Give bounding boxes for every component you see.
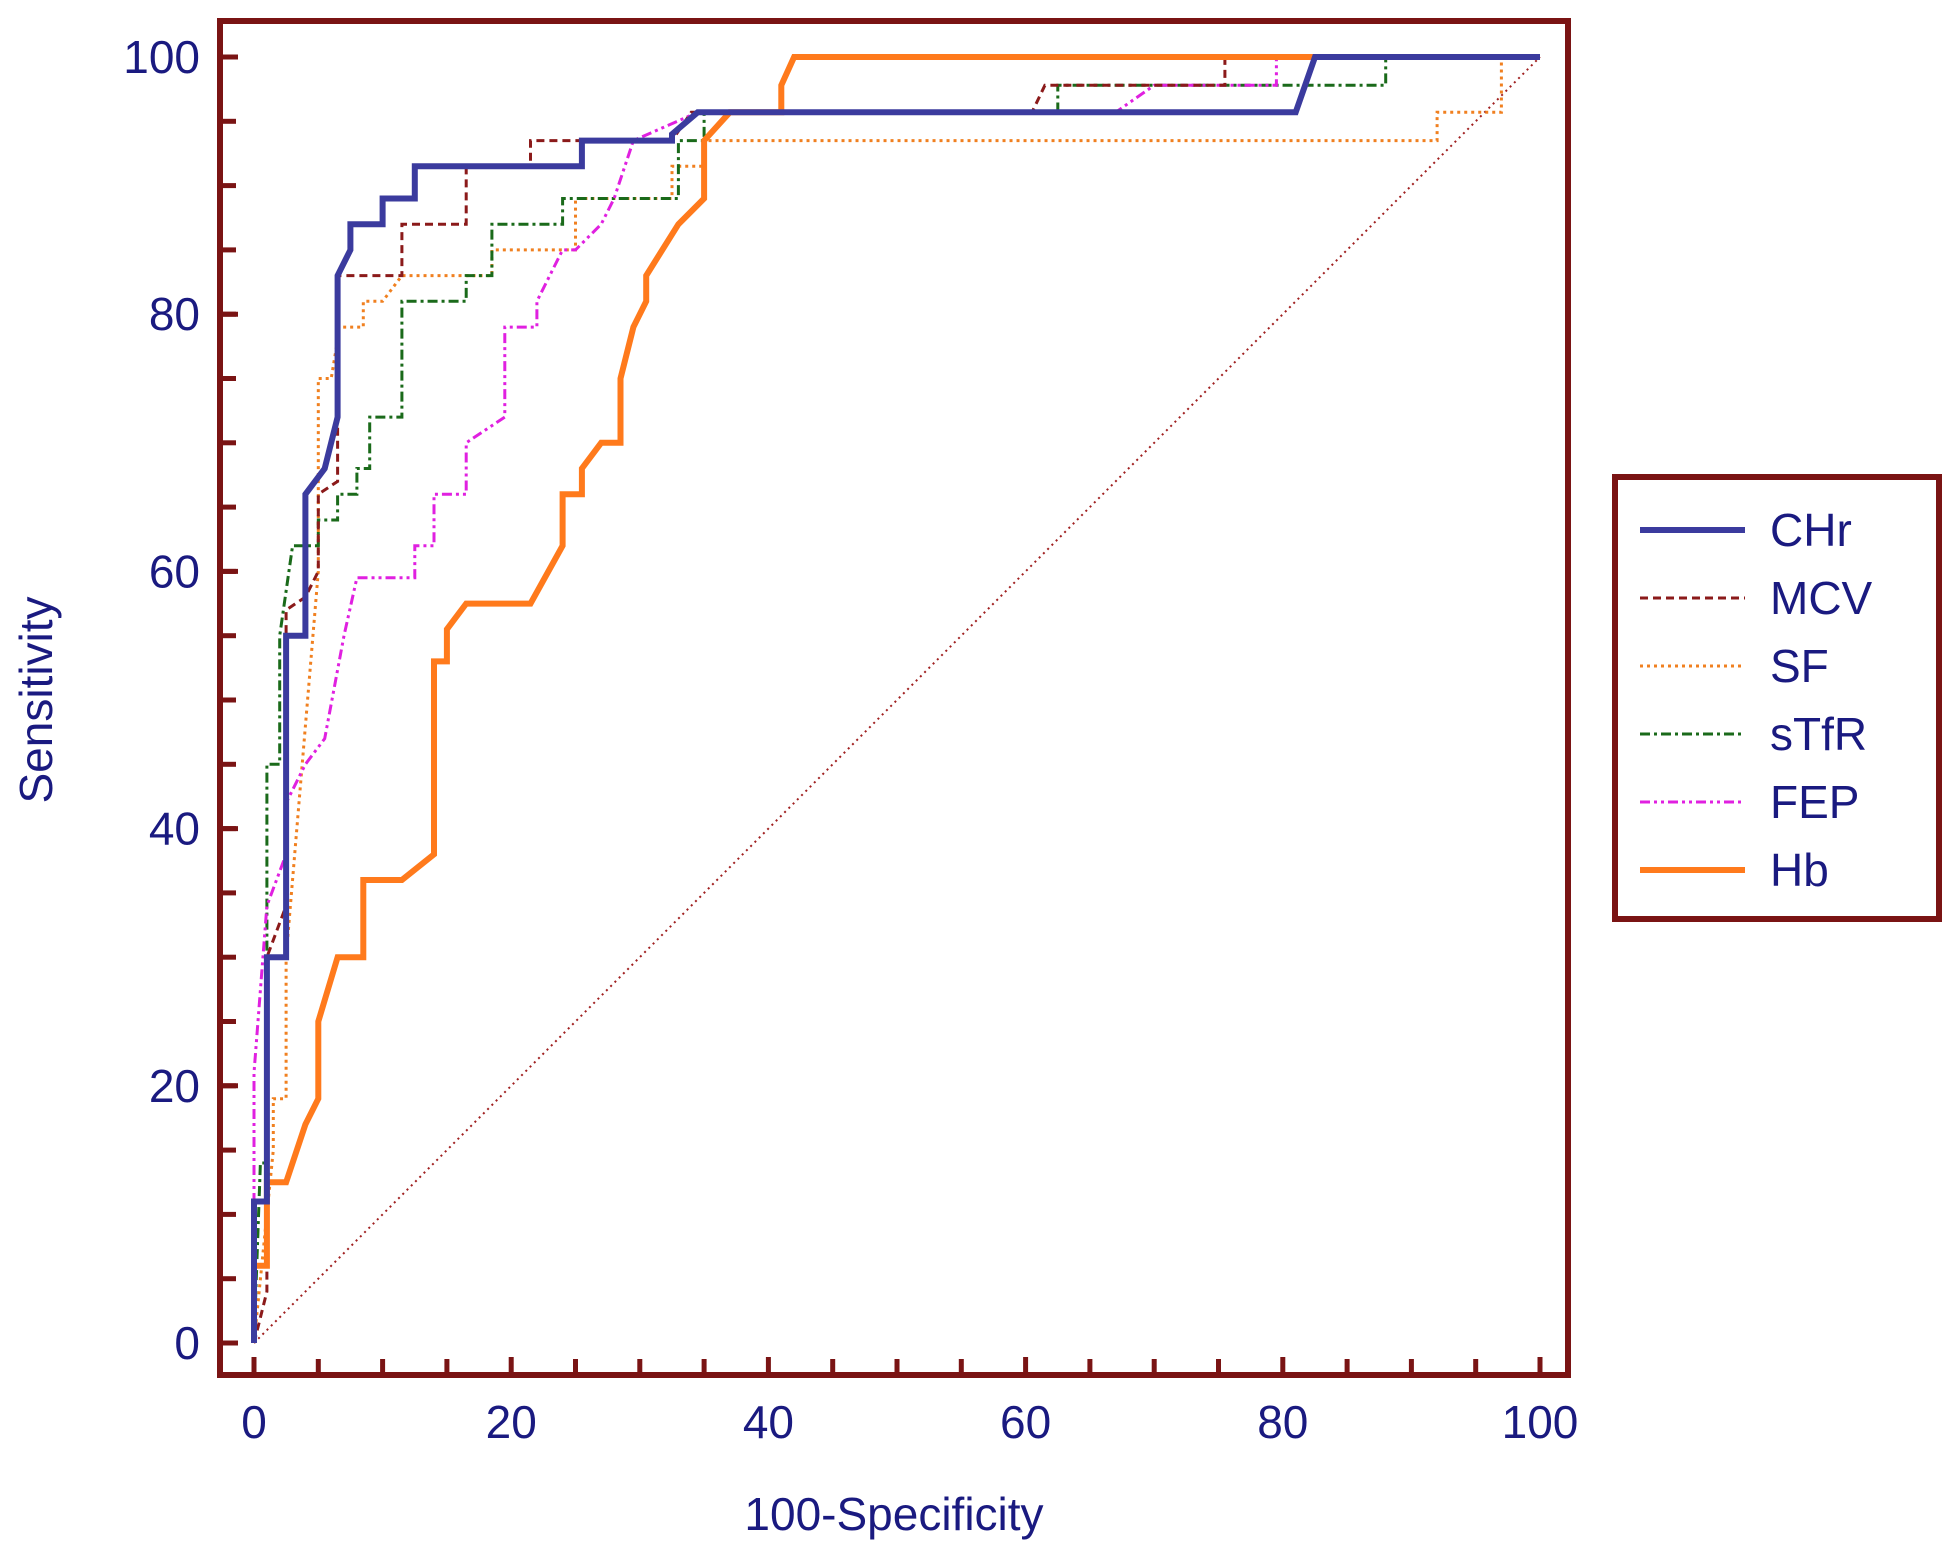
legend: CHr MCV SF sTfR FEP Hb xyxy=(1612,474,1942,922)
legend-items: CHr MCV SF sTfR FEP Hb xyxy=(1640,504,1873,896)
y-tick-label: 100 xyxy=(123,31,200,83)
legend-label-chr: CHr xyxy=(1770,504,1852,556)
x-tick-label: 20 xyxy=(486,1396,537,1448)
x-tick-label: 100 xyxy=(1502,1396,1579,1448)
legend-label-fep: FEP xyxy=(1770,776,1859,828)
y-tick-label: 20 xyxy=(149,1060,200,1112)
y-tick-label: 40 xyxy=(149,803,200,855)
series-line-fep xyxy=(252,55,1540,1343)
x-tick-label: 60 xyxy=(1000,1396,1051,1448)
y-axis-title: Sensitivity xyxy=(10,596,62,803)
series-line-hb xyxy=(251,54,1540,1343)
legend-label-sf: SF xyxy=(1770,640,1829,692)
y-tick-label: 80 xyxy=(149,288,200,340)
x-tick-label: 80 xyxy=(1257,1396,1308,1448)
x-tick-label: 40 xyxy=(743,1396,794,1448)
series-line-stfr xyxy=(252,55,1540,1344)
y-tick-label: 60 xyxy=(149,545,200,597)
x-tick-label: 0 xyxy=(241,1396,267,1448)
series-line-chr xyxy=(251,54,1540,1343)
series-line-sf xyxy=(252,55,1540,1344)
series-layer xyxy=(251,54,1540,1344)
legend-frame xyxy=(1612,474,1942,922)
y-axis-ticks: 0 20 40 60 80 100 xyxy=(123,31,238,1369)
legend-label-stfr: sTfR xyxy=(1770,708,1867,760)
plot-frame xyxy=(217,18,1571,1378)
legend-label-hb: Hb xyxy=(1770,844,1829,896)
x-axis-ticks: 0 20 40 60 80 100 xyxy=(241,1357,1578,1448)
reference-diagonal xyxy=(253,56,1541,1344)
x-axis-title: 100-Specificity xyxy=(744,1488,1043,1540)
y-tick-label: 0 xyxy=(174,1317,200,1369)
legend-label-mcv: MCV xyxy=(1770,572,1873,624)
